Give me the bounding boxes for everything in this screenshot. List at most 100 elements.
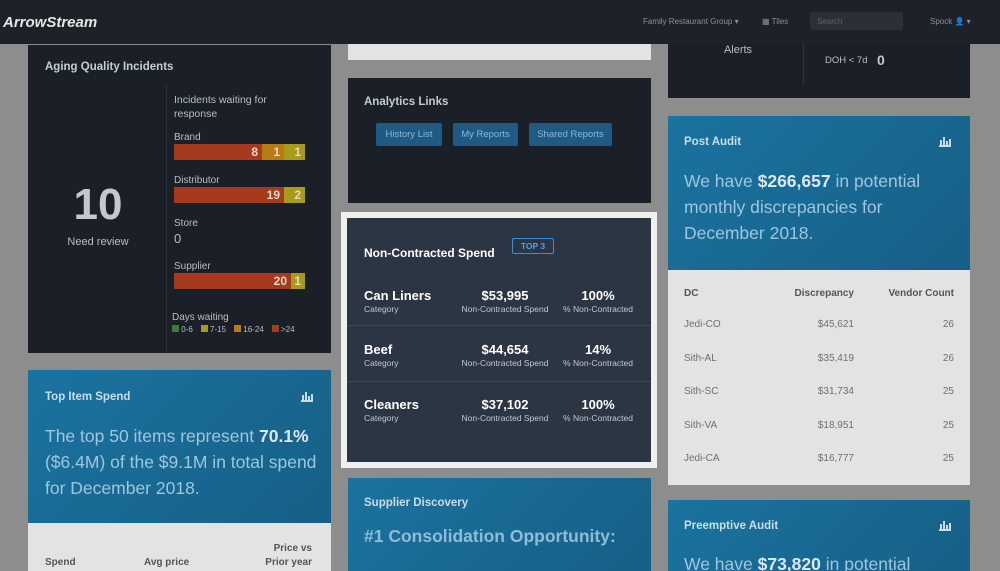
link-button[interactable]: History List [376, 123, 442, 146]
legend-item: >24 [271, 325, 295, 334]
group-label: Store [174, 218, 198, 229]
group-label: Distributor [174, 175, 220, 186]
link-button[interactable]: My Reports [453, 123, 518, 146]
table-header: Spend [45, 557, 76, 568]
percent: 100% [581, 288, 615, 303]
aging-card: Aging Quality Incidents 1 0 Need review I… [28, 45, 331, 353]
text-part: in potential monthly discrepancies for D… [684, 171, 921, 243]
legend-item: 16-24 [234, 325, 264, 334]
table-cell: Sith-AL [684, 352, 717, 364]
table-cell: 25 [942, 419, 954, 431]
table-cell: $45,621 [817, 319, 854, 330]
incident-bar: 19 2 [174, 187, 305, 203]
badge: TOP 3 [512, 238, 554, 254]
card-partial [348, 44, 651, 60]
spend-row: Can Liners Category $53,995 Non-Contract… [347, 278, 651, 333]
bar-segment: 20 [174, 273, 291, 289]
text-part: in potential [820, 554, 911, 571]
table-cell: Sith-VA [684, 419, 718, 431]
table-cell: 26 [942, 352, 954, 364]
amount: $53,995 [481, 288, 529, 303]
top-item-card: Top Item Spend The top 50 items represen… [28, 370, 331, 523]
percent-label: % Non-Contracted [563, 413, 633, 423]
table-header: Price vs Prior year [265, 543, 312, 568]
table-cell: $18,951 [817, 419, 854, 431]
legend-text: 7-15 [210, 325, 227, 334]
tiles-link[interactable]: ▦ Tiles [762, 17, 789, 26]
card-title: Analytics Links [364, 96, 449, 108]
bar-segment: 1 [291, 273, 305, 289]
bar-segment: 19 [174, 187, 284, 203]
table-cell: $31,734 [817, 386, 854, 397]
post-audit-card: Post Audit We have $266,657 in potential… [668, 116, 970, 270]
text-part: ($6.4M) of the $9.1M in total spend for … [45, 452, 317, 498]
text-part: We have [684, 554, 758, 571]
preemptive-card: Preemptive Audit We have $73,820 in pote… [668, 500, 970, 571]
nav-bar: ArrowStream Family Restaurant Group ▾ ▦ … [0, 0, 1000, 44]
table-header: Discrepancy [794, 288, 854, 299]
user-menu[interactable]: Spock 👤 ▾ [930, 17, 971, 26]
count-label: Need review [67, 236, 129, 248]
group-label: Brand [174, 132, 201, 143]
percent: 14% [584, 342, 612, 357]
text-part: We have [684, 171, 758, 191]
spend-row: Beef Category $44,654 Non-Contracted Spe… [347, 325, 651, 380]
card-text: #1 Consolidation Opportunity: [364, 526, 616, 546]
card-title: Preemptive Audit [684, 520, 779, 532]
table-header: DC [684, 288, 699, 299]
card-text: We have $73,820 in potential [684, 551, 954, 571]
doh-label: DOH < 7d [825, 55, 868, 66]
tiles-text: Tiles [771, 17, 789, 26]
table-header: Vendor Count [888, 288, 954, 299]
alerts-card: Alerts DOH < 7d 0 [668, 44, 970, 98]
percent: 100% [581, 397, 615, 412]
card-title: Aging Quality Incidents [45, 61, 174, 73]
logo[interactable]: ArrowStream [3, 14, 98, 31]
amount-label: Non-Contracted Spend [461, 358, 549, 368]
user-name: Spock [930, 17, 953, 26]
chart-icon[interactable] [938, 519, 952, 531]
item-name: Can Liners [364, 288, 432, 303]
incident-bar: 20 1 [174, 273, 305, 289]
link-button[interactable]: Shared Reports [529, 123, 612, 146]
table-cell: $16,777 [817, 453, 854, 464]
legend-title: Days waiting [172, 312, 229, 323]
bar-segment: 1 [284, 144, 305, 160]
text-highlight: $266,657 [757, 171, 831, 191]
chart-icon[interactable] [938, 135, 952, 147]
legend: 0-6 7-15 16-24 >24 [172, 325, 295, 334]
analytics-card: Analytics Links History List My Reports … [348, 78, 651, 203]
spend-row: Cleaners Category $37,102 Non-Contracted… [347, 381, 651, 436]
table-cell: $35,419 [817, 352, 854, 364]
incident-bar: 8 1 1 [174, 144, 305, 160]
doh-value: 0 [877, 52, 885, 68]
text-highlight: 70.1% [259, 426, 309, 446]
alerts-label: Alerts [723, 44, 753, 56]
divider [166, 85, 167, 353]
percent-label: % Non-Contracted [563, 304, 633, 314]
org-selector[interactable]: Family Restaurant Group ▾ [643, 17, 739, 26]
table-cell: 25 [942, 386, 954, 397]
chart-icon[interactable] [300, 390, 314, 402]
table-cell: 25 [942, 453, 954, 464]
item-sub: Category [364, 358, 399, 368]
group-value: 0 [174, 231, 182, 246]
card-text: We have $266,657 in potential monthly di… [684, 168, 954, 246]
table-cell: Sith-SC [684, 386, 719, 397]
amount-label: Non-Contracted Spend [461, 304, 549, 314]
table-cell: Jedi-CA [684, 453, 720, 464]
waiting-label: Incidents waiting for response [174, 94, 267, 120]
search-box[interactable]: Search [810, 12, 903, 30]
bar-segment: 2 [284, 187, 305, 203]
card-title: Post Audit [684, 136, 742, 148]
amount: $44,654 [481, 342, 529, 357]
legend-text: >24 [280, 325, 295, 334]
card-title: Top Item Spend [45, 391, 131, 403]
divider [803, 44, 804, 84]
supplier-card: Supplier Discovery #1 Consolidation Oppo… [348, 478, 651, 571]
org-name: Family Restaurant Group [643, 17, 733, 26]
legend-item: 0-6 [172, 325, 193, 334]
item-sub: Category [364, 304, 399, 314]
top-item-table: Spend Avg price Price vs Prior year [28, 523, 331, 571]
table-cell: Jedi-CO [684, 319, 721, 330]
